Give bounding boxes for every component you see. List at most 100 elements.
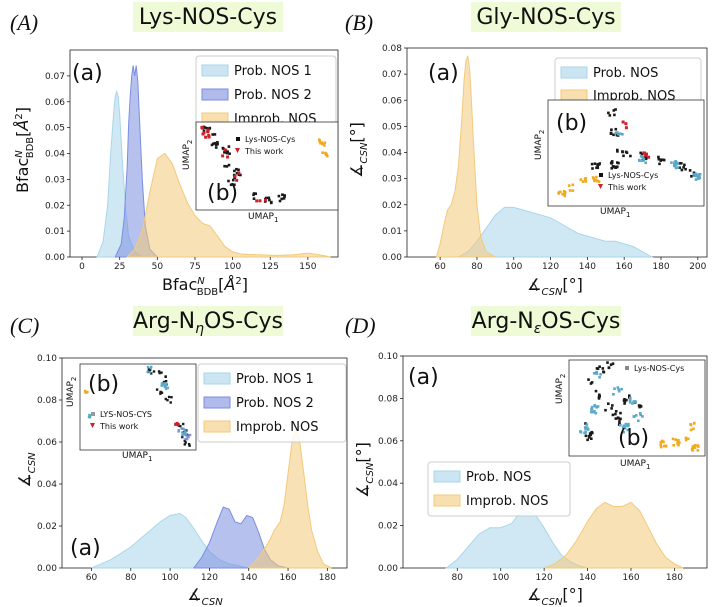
umap-point-dark	[216, 141, 219, 144]
umap-point-dark	[181, 435, 184, 439]
umap-point-dark	[622, 154, 625, 158]
umap-point-red	[643, 151, 646, 155]
umap-point-red	[233, 174, 237, 178]
umap-point-dark	[278, 199, 282, 203]
umap-point-light	[629, 396, 632, 400]
inset-frame	[79, 363, 197, 451]
umap-point-light	[162, 382, 165, 385]
umap-point-orange	[86, 390, 89, 394]
umap-point-dark	[282, 197, 286, 200]
y-tick-label: 0.10	[378, 352, 398, 362]
umap-point-red	[206, 130, 210, 134]
umap-point-light	[631, 402, 634, 405]
umap-point-blue	[188, 433, 192, 437]
x-tick-label: 120	[201, 573, 218, 583]
umap-point-dark	[638, 405, 641, 409]
umap-point-light	[595, 372, 599, 375]
panel-d: (D) Arg-NεOS-Cys 80 100 120 140 160 180 0.00 0.02…	[345, 306, 708, 583]
umap-point-dark	[214, 143, 218, 146]
umap-point-orange	[693, 444, 697, 447]
x-tick-label: 180	[666, 573, 683, 583]
umap-point-light	[676, 166, 680, 169]
x-tick-label: 120	[536, 573, 553, 583]
umap-point-orange	[571, 183, 575, 187]
umap-point-dark	[611, 404, 614, 407]
y-tick-label: 0.00	[382, 253, 402, 263]
umap-point-dark	[184, 441, 187, 444]
umap-point-dark	[614, 166, 618, 169]
inset-legend-marker	[598, 184, 603, 189]
y-tick-label: 0.00	[378, 564, 398, 574]
x-tick-label: 160	[279, 573, 296, 583]
umap-point-dark	[606, 361, 609, 364]
umap-point-light	[613, 387, 616, 390]
umap-point-orange	[563, 194, 567, 198]
umap-point-light	[590, 407, 594, 411]
umap-point-dark	[158, 371, 161, 375]
svg-text:BfacNBDB[Å2]: BfacNBDB[Å2]	[13, 107, 36, 193]
umap-point-dark	[164, 397, 167, 401]
umap-point-light	[670, 161, 673, 164]
umap-point-dark	[619, 411, 622, 415]
umap-point-light	[627, 422, 630, 426]
umap-point-orange	[692, 427, 695, 431]
legend-swatch	[203, 420, 231, 433]
y-tick-label: 0.02	[382, 201, 402, 211]
y-tick-label: 0.02	[37, 522, 57, 532]
umap-point-light	[621, 133, 624, 136]
umap-point-dark	[607, 111, 610, 115]
umap-point-dark	[657, 155, 660, 159]
umap-point-dark	[688, 169, 692, 172]
subplot-label-b: (b)	[556, 111, 587, 136]
umap-point-light	[182, 427, 185, 430]
umap-point-red	[237, 171, 241, 175]
umap-point-dark	[225, 165, 229, 168]
umap-point-orange	[676, 442, 679, 445]
x-tick-label: 160	[622, 573, 639, 583]
legend-swatch	[560, 89, 588, 102]
umap-point-orange	[321, 142, 324, 146]
inset-legend-label: Lys-NOS-Cys	[634, 364, 684, 373]
umap-point-orange	[691, 449, 694, 452]
umap-point-dark	[625, 151, 629, 154]
inset-legend-label: Lys-NOS-Cys	[245, 135, 295, 144]
umap-point-dark	[610, 128, 613, 131]
panel-c: (C) Arg-NηOS-Cys 60 80 100 120 140 160 180 0.00 0.…	[10, 306, 348, 583]
umap-point-orange	[661, 439, 664, 443]
y-tick-label: 0.06	[37, 438, 57, 448]
umap-point-dark	[611, 413, 615, 417]
inset-legend-marker	[90, 423, 95, 428]
umap-point-dark	[239, 173, 242, 177]
legend-box	[197, 363, 347, 443]
umap-point-dark	[593, 162, 597, 165]
umap-point-light	[592, 372, 596, 375]
legend-label: Prob. NOS	[466, 470, 531, 485]
umap-point-dark	[614, 108, 617, 111]
umap-point-dark	[202, 129, 206, 133]
umap-point-orange	[592, 177, 595, 180]
umap-point-dark	[213, 133, 217, 136]
umap-point-dark	[597, 395, 601, 399]
x-tick-label: 140	[579, 573, 596, 583]
x-tick-label: 100	[224, 262, 241, 272]
legend-label: Prob. NOS 1	[236, 372, 314, 387]
umap-point-light	[622, 424, 625, 428]
umap-point-light	[694, 178, 698, 181]
umap-point-light	[619, 132, 622, 135]
umap-point-light	[626, 428, 630, 432]
umap-point-orange	[676, 439, 679, 442]
umap-point-dark	[621, 150, 624, 154]
umap-point-light	[579, 430, 583, 434]
umap-point-light	[596, 405, 600, 408]
umap-point-dark	[587, 434, 591, 438]
umap-point-dark	[155, 388, 159, 391]
panel-letter: (C)	[10, 313, 39, 338]
umap-point-orange	[672, 444, 675, 447]
umap-point-dark	[584, 434, 588, 438]
legend-box	[427, 461, 571, 517]
umap-point-dark	[682, 166, 685, 169]
umap-point-orange	[568, 189, 572, 192]
